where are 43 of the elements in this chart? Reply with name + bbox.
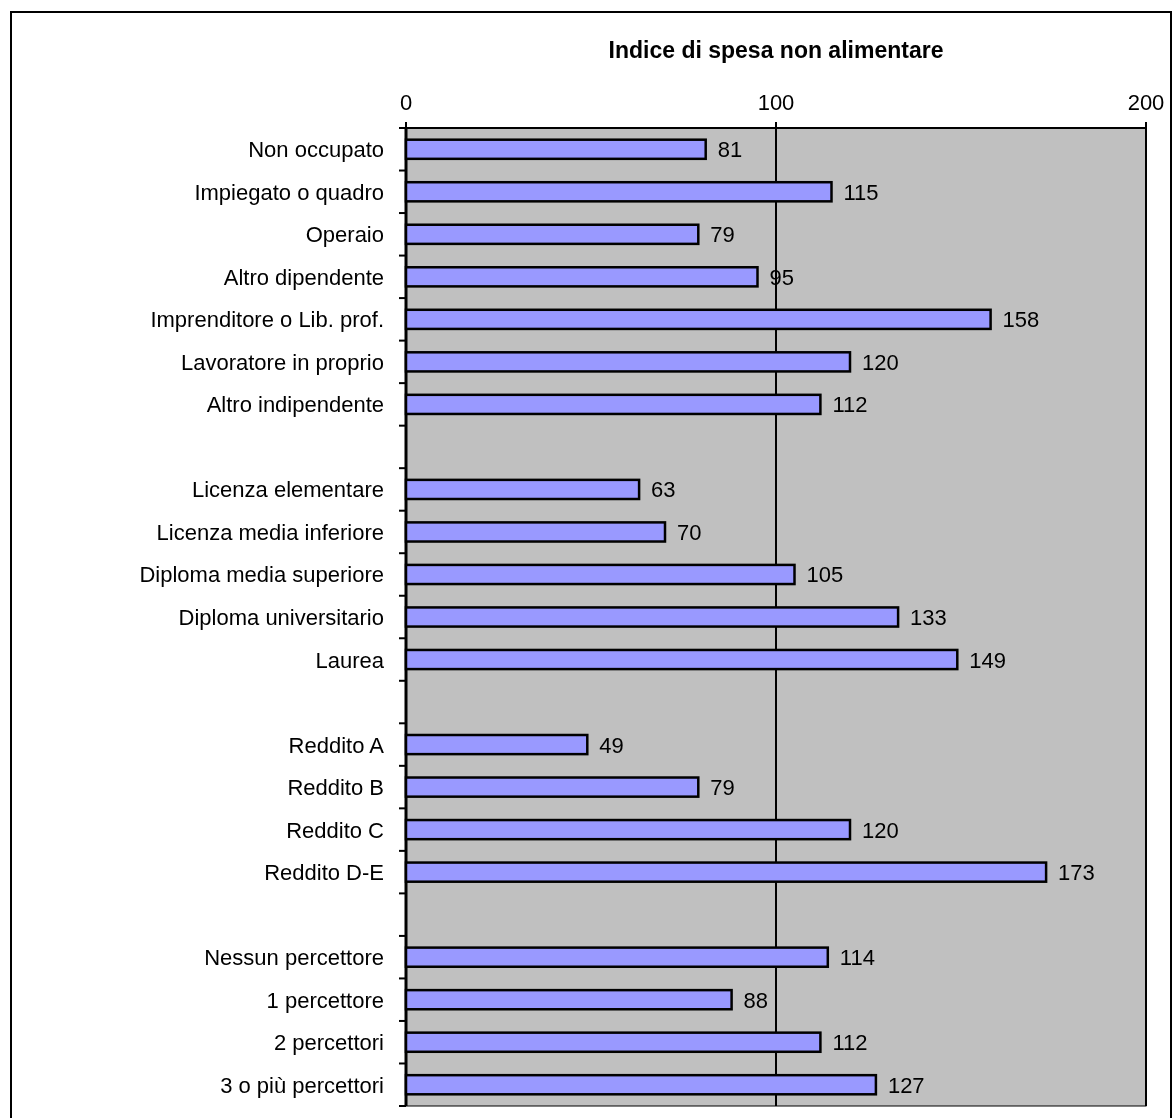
y-tick-label: Reddito D-E <box>264 860 384 886</box>
y-tick-label: Non occupato <box>248 137 384 163</box>
data-label: 79 <box>710 775 735 801</box>
data-label: 112 <box>832 392 868 418</box>
y-tick-label: Nessun percettore <box>204 945 384 971</box>
y-tick-label: Diploma media superiore <box>139 562 384 588</box>
y-tick-label: Licenza elementare <box>191 477 384 503</box>
data-label: 114 <box>839 945 875 971</box>
y-tick-label: Altro indipendente <box>206 392 384 418</box>
data-label: 133 <box>910 605 947 630</box>
data-label: 81 <box>717 137 743 163</box>
data-label: 70 <box>677 519 702 545</box>
data-label: 105 <box>806 562 844 588</box>
data-label: 120 <box>862 349 899 375</box>
data-label: 88 <box>743 987 769 1013</box>
y-tick-label: 1 percettore <box>266 987 384 1013</box>
y-tick-label: 3 o più percettori <box>220 1072 384 1098</box>
y-tick-label: Reddito B <box>287 775 384 801</box>
data-label: 49 <box>599 732 624 758</box>
y-tick-label: 2 percettori <box>273 1030 384 1056</box>
y-tick-label: Altro dipendente <box>223 264 384 290</box>
x-tick-label: 0 <box>399 90 413 115</box>
y-tick-label: Imprenditore o Lib. prof. <box>150 307 384 333</box>
data-label: 173 <box>1058 860 1095 886</box>
chart-title: Indice di spesa non alimentare <box>608 37 944 63</box>
x-tick-label: 200 <box>1127 90 1165 115</box>
y-tick-label: Operaio <box>305 222 384 248</box>
y-tick-label: Reddito C <box>286 817 385 843</box>
y-tick-label: Licenza media inferiore <box>156 519 384 545</box>
y-tick-label: Reddito A <box>288 732 385 758</box>
y-tick-label: Impiegato o quadro <box>194 179 384 205</box>
data-label: 112 <box>832 1030 868 1056</box>
data-label: 115 <box>843 179 879 205</box>
x-tick-label: 100 <box>757 90 795 115</box>
data-label: 120 <box>862 817 899 843</box>
data-label: 127 <box>887 1072 925 1098</box>
y-tick-label: Lavoratore in proprio <box>180 349 384 375</box>
y-tick-label: Diploma universitario <box>178 605 384 630</box>
data-label: 158 <box>1002 307 1040 333</box>
data-label: 149 <box>969 647 1007 673</box>
data-label: 63 <box>651 477 676 503</box>
y-tick-label: Laurea <box>315 647 385 673</box>
data-label: 79 <box>710 222 735 248</box>
